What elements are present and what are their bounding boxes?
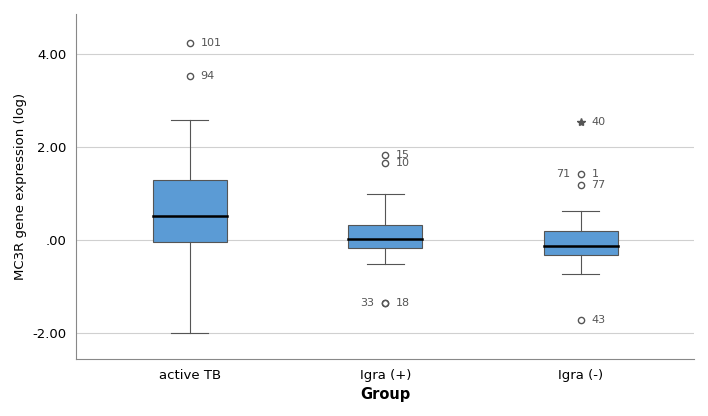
Text: 101: 101 <box>200 38 222 48</box>
Text: 43: 43 <box>591 315 605 325</box>
Text: 33: 33 <box>360 298 375 308</box>
Bar <box>152 180 227 242</box>
Text: 77: 77 <box>591 180 606 190</box>
Text: 71: 71 <box>556 169 570 179</box>
Text: 1: 1 <box>591 169 598 179</box>
X-axis label: Group: Group <box>360 387 411 402</box>
Text: 18: 18 <box>396 298 410 308</box>
Y-axis label: MC3R gene expression (log): MC3R gene expression (log) <box>14 93 27 280</box>
Text: 40: 40 <box>591 117 605 127</box>
Text: 94: 94 <box>200 71 215 81</box>
Bar <box>348 225 423 248</box>
Text: 15: 15 <box>396 150 410 160</box>
Bar <box>544 230 618 255</box>
Text: 10: 10 <box>396 158 410 168</box>
